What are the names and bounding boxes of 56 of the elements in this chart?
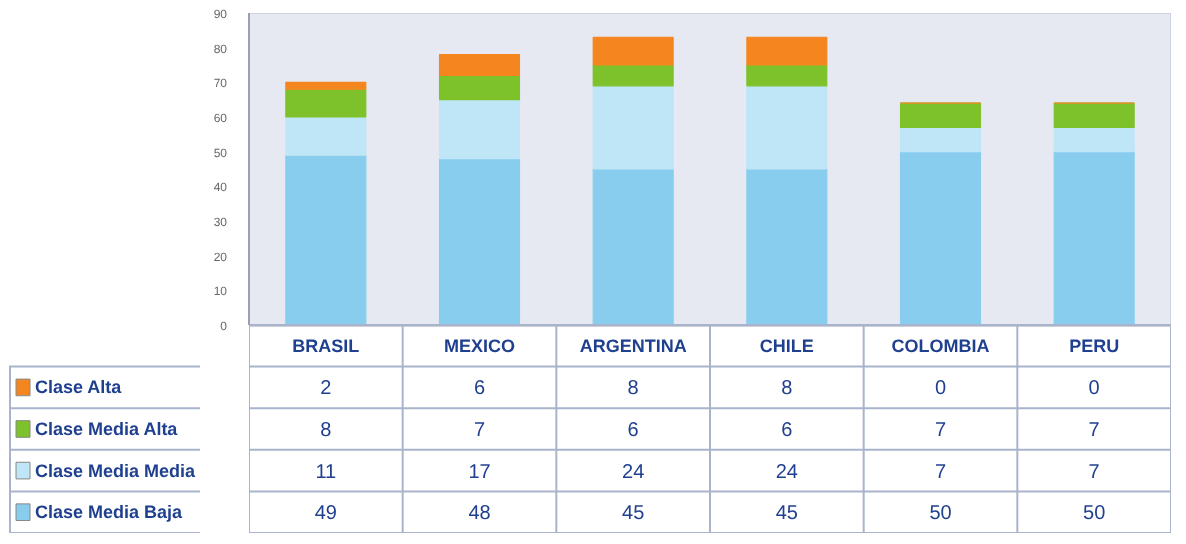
data-label: 6 [781, 420, 794, 442]
bar [746, 64, 828, 87]
data-label: 8 [781, 378, 794, 401]
data-label: 50 [929, 503, 953, 526]
data-label: 7 [473, 420, 486, 442]
bar [592, 168, 674, 326]
data-label: 8 [320, 420, 333, 442]
data-label: 24 [622, 461, 646, 484]
bar [592, 85, 674, 170]
data-label: 6 [627, 420, 640, 442]
data-label: 0 [934, 378, 947, 401]
legend-label: Clase Media Media [35, 460, 198, 481]
x-tick-label: BRASIL [292, 335, 361, 356]
x-tick-label: ARGENTINA [579, 335, 688, 356]
bar [899, 126, 982, 153]
data-label: 49 [314, 503, 338, 526]
bar [746, 168, 828, 326]
data-label: 8 [627, 378, 640, 401]
bar [1053, 126, 1135, 153]
bar [1053, 102, 1135, 128]
bar [438, 158, 521, 326]
data-label: 6 [473, 378, 486, 401]
bar [438, 54, 521, 76]
bar [285, 88, 367, 118]
x-tick-label: COLOMBIA [891, 335, 991, 356]
x-tick-label: PERU [1069, 335, 1120, 356]
bar [285, 154, 367, 326]
data-label: 7 [934, 461, 947, 484]
data-label: 2 [320, 378, 333, 401]
data-label: 7 [934, 420, 947, 442]
x-tick-label: CHILE [759, 335, 814, 356]
bar [746, 85, 828, 170]
legend-label: Clase Media Baja [35, 502, 185, 523]
bar [592, 36, 674, 66]
data-label: 45 [775, 503, 799, 526]
legend-label: Clase Media Alta [35, 419, 180, 439]
x-tick-label: MEXICO [444, 335, 516, 356]
legend-label: Clase Alta [35, 377, 124, 398]
data-label: 7 [1088, 420, 1101, 442]
bar [438, 74, 521, 101]
bar [285, 116, 367, 156]
data-label: 24 [775, 461, 799, 484]
bar [899, 151, 982, 326]
bar [1053, 151, 1135, 326]
data-label: 0 [1088, 378, 1101, 401]
data-label: 7 [1088, 461, 1101, 484]
data-label: 17 [468, 461, 492, 484]
bar [899, 102, 982, 128]
bar [285, 81, 367, 90]
data-label: 45 [622, 503, 646, 526]
bar [592, 64, 674, 87]
bar [746, 36, 828, 66]
data-label: 48 [468, 503, 492, 526]
data-label: 50 [1083, 503, 1107, 526]
data-label: 11 [315, 461, 338, 484]
bar [438, 99, 521, 160]
